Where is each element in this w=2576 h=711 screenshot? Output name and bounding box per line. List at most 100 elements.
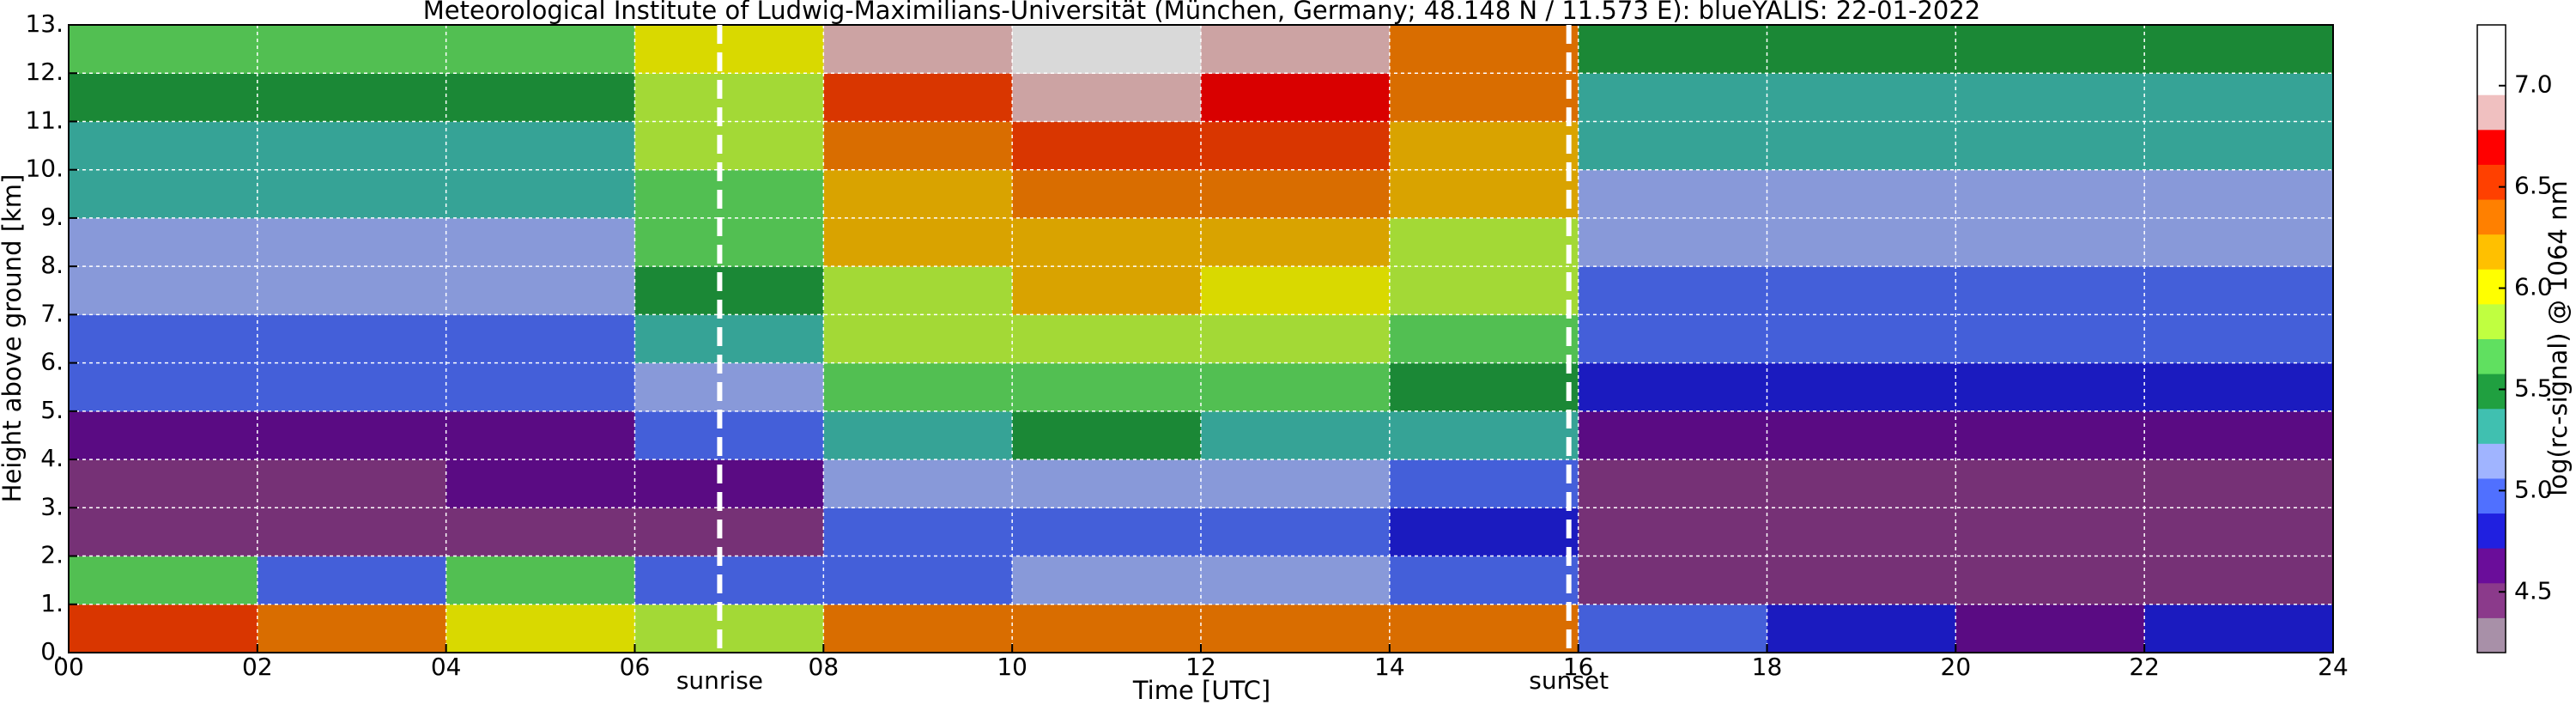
- colorbar-tick-label: 4.5: [2514, 576, 2553, 605]
- heat-cell: [1955, 362, 2145, 412]
- heat-cell: [1955, 121, 2145, 171]
- heat-cell: [69, 556, 258, 605]
- colorbar-segment: [2477, 129, 2506, 165]
- heat-cell: [1201, 266, 1391, 315]
- heat-cell: [69, 410, 258, 460]
- heat-cell: [1955, 556, 2145, 605]
- heat-cell: [2144, 410, 2334, 460]
- heat-cell: [2144, 459, 2334, 508]
- x-tick-label: 20: [1941, 653, 1972, 681]
- heat-cell: [445, 121, 635, 171]
- heat-cell: [1201, 217, 1391, 267]
- heat-cell: [69, 217, 258, 267]
- annotation-label: sunrise: [676, 666, 763, 695]
- heat-cell: [1578, 169, 1767, 219]
- heat-cell: [1767, 217, 1956, 267]
- heat-cell: [445, 169, 635, 219]
- heat-cell: [69, 459, 258, 508]
- heat-cell: [1578, 362, 1767, 412]
- heat-cell: [445, 266, 635, 315]
- x-tick-label: 18: [1752, 653, 1783, 681]
- heat-cell: [634, 410, 824, 460]
- colorbar-segment: [2477, 443, 2506, 479]
- colorbar-segment: [2477, 408, 2506, 444]
- heat-cell: [1955, 314, 2145, 364]
- y-tick-label: 5.: [40, 396, 64, 424]
- colorbar-tick-label: 5.5: [2514, 374, 2553, 402]
- heat-cell: [1767, 266, 1956, 315]
- heat-cell: [69, 604, 258, 653]
- heat-cell: [69, 314, 258, 364]
- heat-cell: [69, 121, 258, 171]
- colorbar-segment: [2477, 477, 2506, 514]
- heat-cell: [2144, 121, 2334, 171]
- heat-cell: [1578, 25, 1767, 74]
- heat-cell: [1578, 556, 1767, 605]
- heat-cell: [1012, 73, 1202, 122]
- heat-cell: [1578, 459, 1767, 508]
- heat-cell: [634, 604, 824, 653]
- annotation-label: sunset: [1529, 666, 1609, 695]
- colorbar-segment: [2477, 548, 2506, 584]
- heat-cell: [1389, 459, 1579, 508]
- heat-cell: [1201, 25, 1391, 74]
- heat-cell: [1201, 604, 1391, 653]
- y-tick-label: 8.: [40, 251, 64, 279]
- heat-cell: [1578, 314, 1767, 364]
- heat-cell: [823, 25, 1013, 74]
- heat-cell: [257, 121, 447, 171]
- heat-cell: [634, 314, 824, 364]
- colorbar-tick-label: 7.0: [2514, 70, 2553, 99]
- heat-cell: [257, 556, 447, 605]
- y-tick-label: 3.: [40, 492, 64, 520]
- colorbar-segment: [2477, 374, 2506, 410]
- heat-cell: [1389, 217, 1579, 267]
- y-axis-label: Height above ground [km]: [0, 174, 27, 503]
- chart-title: Meteorological Institute of Ludwig-Maxim…: [423, 0, 1981, 25]
- heat-cell: [1012, 410, 1202, 460]
- heat-cell: [69, 266, 258, 315]
- colorbar-segment: [2477, 164, 2506, 200]
- heat-cell: [634, 169, 824, 219]
- heat-cell: [823, 556, 1013, 605]
- x-tick-label: 24: [2318, 653, 2349, 681]
- heat-cell: [1767, 556, 1956, 605]
- heat-cell: [2144, 266, 2334, 315]
- x-axis-label: Time [UTC]: [1132, 676, 1270, 705]
- heat-cell: [257, 314, 447, 364]
- colorbar-segment: [2477, 582, 2506, 618]
- colorbar-segment: [2477, 513, 2506, 549]
- heat-cell: [257, 266, 447, 315]
- heat-cell: [1389, 121, 1579, 171]
- y-tick-label: 0.: [40, 637, 64, 665]
- heat-cell: [1767, 73, 1956, 122]
- heat-cell: [1767, 362, 1956, 412]
- heat-cell: [1578, 121, 1767, 171]
- heat-cell: [634, 556, 824, 605]
- heat-cell: [1201, 169, 1391, 219]
- heat-cell: [1389, 604, 1579, 653]
- heat-cell: [634, 266, 824, 315]
- y-tick-label: 9.: [40, 203, 64, 231]
- heat-cell: [1955, 25, 2145, 74]
- heat-cell: [1578, 604, 1767, 653]
- y-tick-label: 10.: [25, 155, 64, 183]
- x-tick-label: 22: [2129, 653, 2160, 681]
- colorbar-segment: [2477, 617, 2506, 653]
- heat-cell: [445, 73, 635, 122]
- heat-cell: [634, 73, 824, 122]
- heat-cell: [634, 217, 824, 267]
- heat-cell: [2144, 362, 2334, 412]
- heat-cell: [445, 362, 635, 412]
- heat-cell: [445, 507, 635, 557]
- heat-cell: [1012, 169, 1202, 219]
- x-tick-label: 02: [242, 653, 273, 681]
- heat-cell: [1578, 266, 1767, 315]
- y-tick-label: 13.: [25, 9, 64, 38]
- heat-cell: [823, 121, 1013, 171]
- heat-cell: [1201, 556, 1391, 605]
- heat-cell: [2144, 556, 2334, 605]
- colorbar-segment: [2477, 199, 2506, 235]
- colorbar-frame: [2476, 24, 2506, 653]
- heat-cell: [634, 459, 824, 508]
